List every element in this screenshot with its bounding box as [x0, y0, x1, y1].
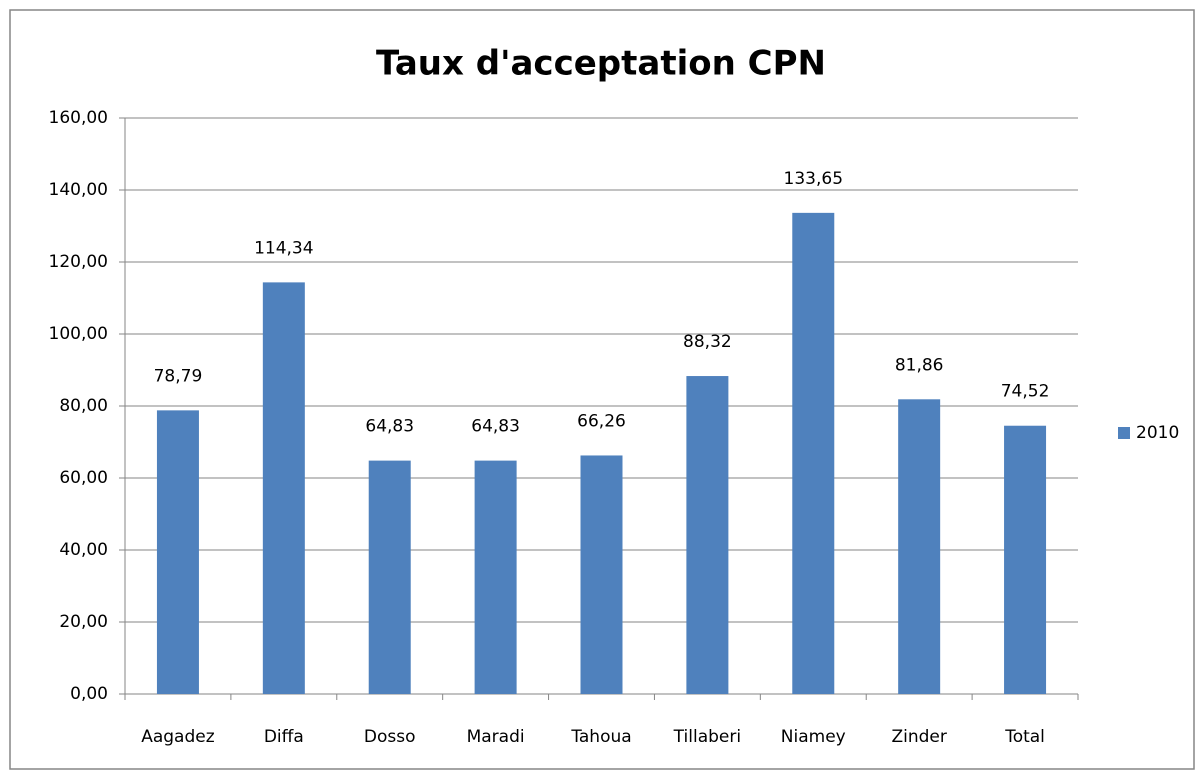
x-tick-label: Dosso [364, 727, 416, 747]
y-tick-label: 160,00 [49, 108, 108, 128]
bar [580, 455, 623, 694]
bar [368, 460, 411, 694]
legend-label: 2010 [1136, 423, 1179, 443]
y-tick-label: 40,00 [59, 540, 108, 560]
data-label: 74,52 [1001, 382, 1050, 402]
x-tick-label: Total [1004, 727, 1045, 747]
data-label: 64,83 [365, 417, 414, 437]
y-tick-label: 140,00 [49, 180, 108, 200]
data-label: 78,79 [154, 366, 203, 386]
bar [262, 282, 305, 694]
data-label: 114,34 [254, 238, 313, 258]
bar [686, 376, 729, 694]
y-tick-label: 0,00 [70, 684, 108, 704]
x-tick-label: Tahoua [570, 727, 631, 747]
bar [474, 460, 517, 694]
data-label: 88,32 [683, 332, 732, 352]
y-tick-label: 100,00 [49, 324, 108, 344]
chart-title: Taux d'acceptation CPN [376, 44, 826, 84]
bar [156, 410, 199, 694]
data-label: 81,86 [895, 355, 944, 375]
y-tick-label: 80,00 [59, 396, 108, 416]
x-tick-label: Aagadez [141, 727, 215, 747]
data-label: 64,83 [471, 417, 520, 437]
legend-swatch [1118, 427, 1130, 439]
data-label: 66,26 [577, 411, 626, 431]
x-tick-label: Diffa [264, 727, 304, 747]
x-tick-label: Maradi [467, 727, 525, 747]
x-tick-label: Niamey [781, 727, 846, 747]
bar [792, 212, 835, 695]
x-tick-label: Zinder [891, 727, 946, 747]
y-tick-label: 20,00 [59, 612, 108, 632]
x-tick-label: Tillaberi [673, 727, 741, 747]
bar [898, 399, 941, 694]
bar [1004, 425, 1047, 694]
y-tick-label: 120,00 [49, 252, 108, 272]
y-tick-label: 60,00 [59, 468, 108, 488]
data-label: 133,65 [784, 169, 843, 189]
